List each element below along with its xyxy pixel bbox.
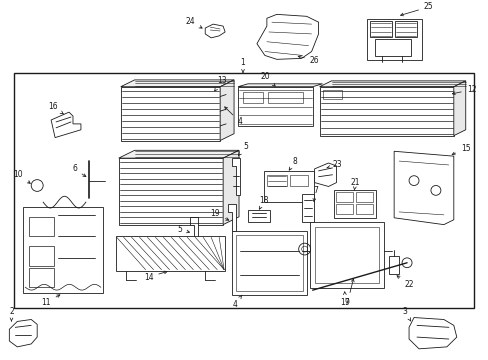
Polygon shape <box>232 158 240 195</box>
Text: 8: 8 <box>288 157 297 170</box>
Bar <box>336 204 353 214</box>
Polygon shape <box>190 217 198 248</box>
Text: 3: 3 <box>401 307 410 321</box>
Text: 13: 13 <box>214 76 226 91</box>
Bar <box>394 21 416 37</box>
Text: 7: 7 <box>312 186 318 201</box>
Polygon shape <box>238 87 312 126</box>
Polygon shape <box>453 81 465 136</box>
Text: 17: 17 <box>340 292 349 307</box>
Bar <box>116 237 224 271</box>
Polygon shape <box>256 14 318 59</box>
Polygon shape <box>51 112 81 138</box>
Bar <box>29 267 54 287</box>
Text: 4: 4 <box>232 295 242 309</box>
Text: 1: 1 <box>240 58 245 73</box>
Text: 15: 15 <box>451 144 469 155</box>
Polygon shape <box>121 87 220 140</box>
Polygon shape <box>319 81 465 87</box>
Bar <box>23 207 102 293</box>
Text: 21: 21 <box>350 179 359 190</box>
Bar <box>369 21 391 37</box>
Bar <box>388 256 398 274</box>
Text: 25: 25 <box>400 3 433 16</box>
Text: 14: 14 <box>143 271 166 282</box>
Text: 4: 4 <box>224 107 242 126</box>
Bar <box>356 204 372 214</box>
Polygon shape <box>227 204 236 231</box>
Bar <box>301 194 313 222</box>
Polygon shape <box>314 163 336 186</box>
Text: 18: 18 <box>259 196 268 209</box>
Text: 26: 26 <box>298 55 319 65</box>
Text: 24: 24 <box>185 17 202 28</box>
Text: 20: 20 <box>260 72 275 86</box>
Polygon shape <box>408 318 456 349</box>
Bar <box>267 92 302 103</box>
Bar <box>232 231 306 295</box>
Bar <box>247 210 269 222</box>
Bar <box>366 19 421 60</box>
Polygon shape <box>119 158 223 225</box>
Bar <box>14 73 473 308</box>
Bar <box>29 246 54 266</box>
Bar <box>336 192 353 202</box>
Bar <box>322 90 342 99</box>
Text: 16: 16 <box>48 102 63 114</box>
Bar <box>29 217 54 237</box>
Bar <box>374 39 410 57</box>
Polygon shape <box>9 319 37 347</box>
Polygon shape <box>319 87 453 136</box>
Polygon shape <box>393 151 453 225</box>
Text: 22: 22 <box>396 276 413 289</box>
Polygon shape <box>119 150 239 158</box>
Bar <box>356 192 372 202</box>
Text: 19: 19 <box>210 210 228 220</box>
Bar <box>314 226 379 283</box>
Polygon shape <box>205 24 224 38</box>
Text: 2: 2 <box>9 307 14 321</box>
Polygon shape <box>121 80 234 87</box>
Bar <box>309 222 384 288</box>
Text: 6: 6 <box>72 165 86 177</box>
Text: 5: 5 <box>238 142 248 156</box>
Bar <box>289 175 307 186</box>
Bar <box>243 92 263 103</box>
Bar <box>266 175 286 186</box>
Polygon shape <box>223 150 239 225</box>
Text: 5: 5 <box>177 225 189 234</box>
Text: 23: 23 <box>326 161 342 170</box>
Text: 12: 12 <box>451 85 475 95</box>
Text: 11: 11 <box>41 295 60 307</box>
Text: 10: 10 <box>14 170 30 183</box>
Bar <box>236 235 302 291</box>
Polygon shape <box>220 80 234 140</box>
Text: 9: 9 <box>344 279 353 307</box>
Bar <box>334 190 375 218</box>
Bar <box>264 171 313 202</box>
Polygon shape <box>238 84 322 87</box>
